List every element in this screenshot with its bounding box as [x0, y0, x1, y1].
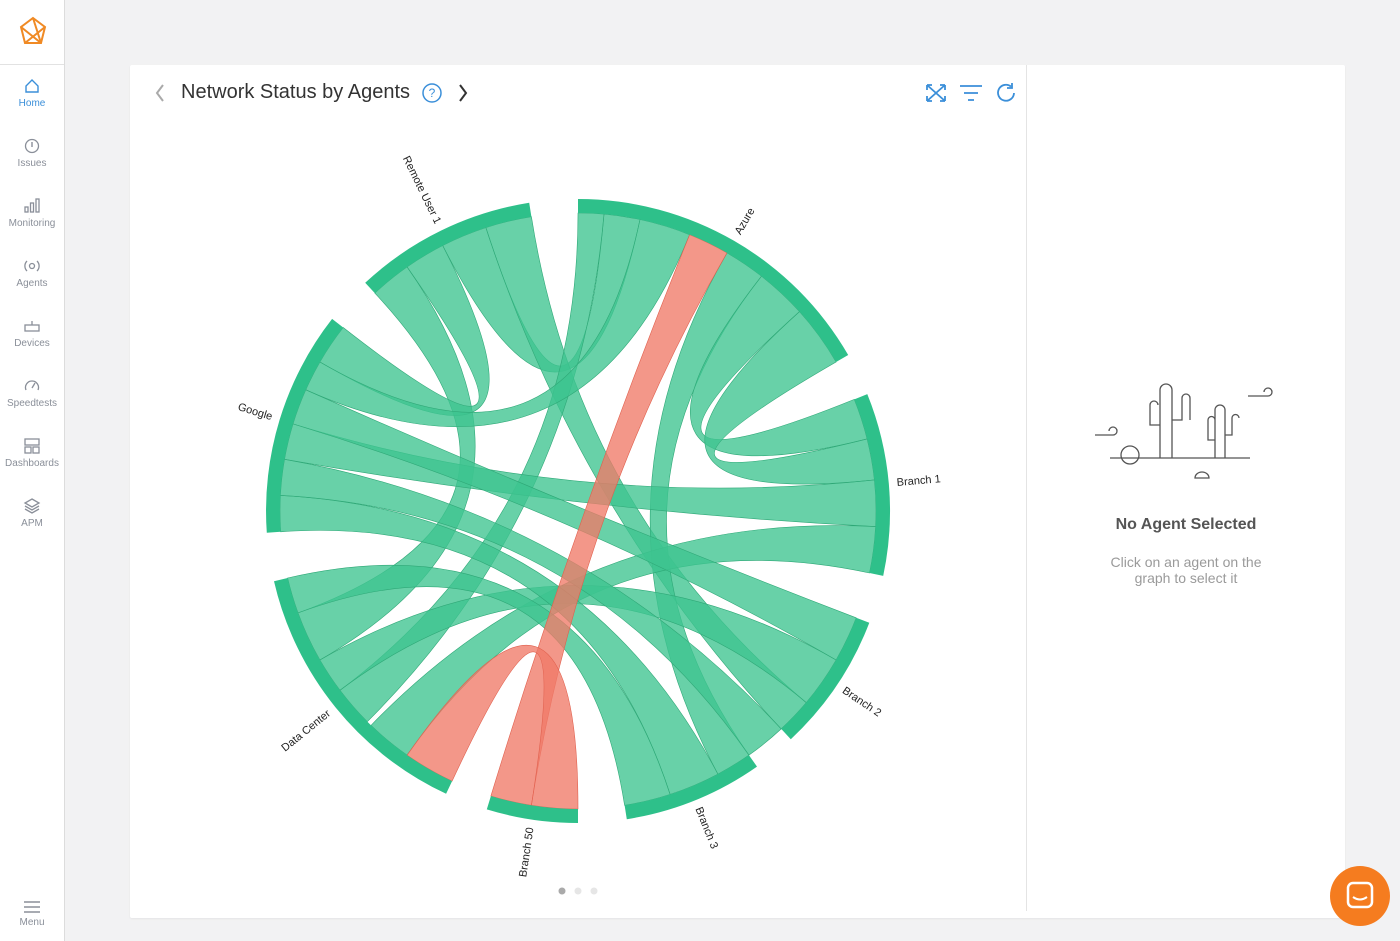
agent-arc [854, 394, 891, 576]
logo[interactable] [17, 15, 49, 47]
next-button[interactable] [459, 84, 468, 102]
agent-label[interactable]: Remote User 1 [400, 154, 443, 226]
nav-icon [24, 321, 40, 332]
sidebar: Home Issues Monitoring Agents Devices Speedte… [0, 0, 65, 941]
menu-button[interactable]: Menu [0, 900, 64, 928]
nav-icon [25, 79, 39, 93]
chord [319, 585, 837, 704]
nav-icon [23, 498, 41, 514]
panel-title: Network Status by Agents [181, 81, 411, 103]
agent-label[interactable]: Branch 3 [692, 805, 720, 850]
agent-label[interactable]: Google [236, 401, 273, 423]
nav-icon [24, 198, 40, 213]
help-mark: ? [429, 86, 436, 100]
nav-label: Issues [17, 158, 47, 169]
nav-label: Devices [14, 338, 50, 349]
agent-label[interactable]: Data Center [279, 707, 333, 754]
agent-arc [486, 796, 578, 824]
nav-label: Dashboards [5, 458, 59, 469]
filter-button[interactable] [960, 85, 982, 101]
menu-icon [24, 901, 40, 913]
page-dot[interactable] [574, 887, 582, 895]
agent-label[interactable]: Branch 50 [517, 827, 536, 878]
nav-label: APM [21, 518, 43, 529]
help-icon[interactable] [422, 83, 442, 103]
empty-illustration [1095, 383, 1273, 479]
message-line: graph to select it [1134, 570, 1238, 586]
nav-label: Home [18, 98, 46, 109]
nav-item[interactable]: Home [0, 77, 64, 109]
agent-arc [781, 617, 870, 740]
expand-button[interactable] [926, 84, 946, 102]
prev-button[interactable] [155, 84, 164, 102]
refresh-button[interactable] [997, 83, 1015, 102]
nav-label: Monitoring [8, 218, 56, 229]
chord [280, 458, 782, 756]
nav-item[interactable]: Dashboards [0, 437, 64, 469]
details-title: No Agent Selected [1115, 516, 1257, 533]
chat-icon [1346, 881, 1374, 909]
chord [704, 311, 875, 485]
chat-button[interactable] [1330, 866, 1390, 926]
page-dot[interactable] [590, 887, 598, 895]
nav-item[interactable]: Agents [0, 257, 64, 289]
agent-label[interactable]: Branch 1 [896, 473, 941, 489]
agent-label[interactable]: Azure [733, 206, 758, 237]
details-message: Click on an agent on the graph to select… [1036, 554, 1336, 586]
panel: ? Remote User 1 Azure Branch 1 Branch 2 Bran… [130, 65, 1345, 918]
nav-item[interactable]: Speedtests [0, 377, 64, 409]
agent-arc [624, 755, 757, 820]
nav-icon [24, 438, 40, 454]
agent-label[interactable]: Branch 2 [840, 685, 883, 720]
nav-label: Speedtests [6, 398, 58, 409]
agent-arc [266, 318, 344, 533]
agent-arc [365, 202, 532, 294]
nav-icon [24, 138, 40, 154]
divider [1026, 65, 1027, 911]
message-line: Click on an agent on the [1110, 554, 1262, 570]
nav-item[interactable]: APM [0, 497, 64, 529]
chord [292, 389, 857, 661]
nav-icon [24, 380, 40, 391]
menu-label: Menu [19, 917, 45, 928]
nav-label: Agents [16, 278, 48, 289]
nav-item[interactable]: Devices [0, 317, 64, 349]
nav-icon [24, 260, 40, 272]
chord-diagram: ? Remote User 1 Azure Branch 1 Branch 2 Bran… [155, 83, 1015, 895]
page-dot[interactable] [558, 887, 566, 895]
agent-arc [274, 578, 453, 794]
nav-item[interactable]: Monitoring [0, 197, 64, 229]
nav-item[interactable]: Issues [0, 137, 64, 169]
agent-arc [578, 199, 849, 362]
